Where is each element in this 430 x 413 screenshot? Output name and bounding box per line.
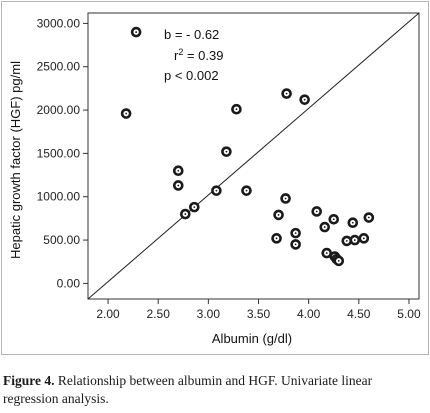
figure-caption: Figure 4. Relationship between albumin a… [3,372,428,408]
data-point-center [177,169,180,172]
data-point [358,233,370,244]
data-point-center [367,216,370,219]
data-point [290,239,301,250]
data-point [281,88,292,99]
data-point [211,185,222,196]
r-squared-value: = 0.39 [183,48,223,63]
data-point [299,94,310,105]
statistics-annotation: b = - 0.62 r2 = 0.39 p < 0.002 [164,27,223,83]
data-point-center [193,206,196,209]
r-squared-superscript: 2 [178,47,183,57]
data-point [241,185,252,196]
data-point [321,247,333,259]
y-tick-label: 2000.00 [37,103,81,117]
data-point-center [351,221,354,224]
data-points [120,26,375,267]
data-point-center [323,226,326,228]
data-point [172,180,184,191]
data-point-center [345,240,348,242]
data-point-center [177,184,180,187]
data-point [231,103,242,115]
data-point-center [285,92,288,95]
data-point-center [125,112,128,115]
data-point [363,212,375,223]
data-point-center [294,243,297,246]
data-point-center [294,232,297,235]
data-point-center [337,259,340,262]
data-point-center [315,210,318,213]
data-point [273,209,284,221]
data-point [347,217,359,229]
x-tick-label: 3.00 [197,307,221,321]
caption-text: Relationship between albumin and HGF. Un… [3,373,373,406]
data-point-center [184,213,187,215]
data-point-center [353,239,356,241]
data-point-center [245,189,248,192]
p-value-annotation: p < 0.002 [164,68,219,83]
chart-frame: 2.00 2.50 3.00 3.50 4.00 4.50 5.00 0.00 500.00 10… [1,1,429,355]
data-point [130,26,142,38]
data-point [311,206,322,217]
r-squared-annotation: r2 = 0.39 [174,47,223,63]
x-tick-label: 3.50 [247,307,271,321]
y-tick-label: 1500.00 [37,146,81,160]
data-point [333,255,345,267]
data-point-center [332,218,335,221]
data-point-center [225,150,228,153]
axes: 2.00 2.50 3.00 3.50 4.00 4.50 5.00 0.00 500.00 10… [37,12,421,321]
data-point-center [235,108,238,111]
data-point-center [275,237,278,240]
data-point [349,234,361,246]
data-point [319,221,331,233]
r-squared-prefix: r [174,48,179,63]
data-point [172,165,184,177]
reference-line [87,12,420,300]
x-tick-label: 2.00 [96,307,120,321]
data-point [179,208,191,220]
data-point [189,201,200,213]
y-tick-label: 1000.00 [37,190,81,204]
y-tick-label: 3000.00 [37,16,81,30]
data-point [120,108,132,119]
data-point [280,193,291,204]
x-tick-label: 2.50 [147,307,171,321]
data-point-center [215,189,218,192]
y-tick-label: 0.00 [57,276,81,290]
data-point [221,146,232,157]
data-point-center [362,237,365,240]
data-point [290,227,301,239]
x-tick-label: 5.00 [397,307,421,321]
y-tick-label: 2500.00 [37,60,81,74]
x-tick-label: 4.00 [297,307,321,321]
data-point [328,213,340,225]
data-point-center [284,197,287,200]
data-point-center [277,214,280,216]
data-point-center [135,31,138,33]
scatter-chart: 2.00 2.50 3.00 3.50 4.00 4.50 5.00 0.00 500.00 10… [8,12,421,346]
x-axis-title: Albumin (g/dl) [212,331,292,346]
plot-area-border [87,12,420,300]
data-point [271,233,282,244]
data-point-center [303,98,306,101]
data-point-center [325,252,328,254]
y-axis-title: Hepatic growth factor (HGF) pg/ml [8,61,23,259]
y-tick-label: 500.00 [43,233,80,247]
x-tick-label: 4.50 [347,307,371,321]
diagonal-line [87,12,420,300]
caption-label: Figure 4. [3,373,55,388]
slope-annotation: b = - 0.62 [164,27,219,42]
